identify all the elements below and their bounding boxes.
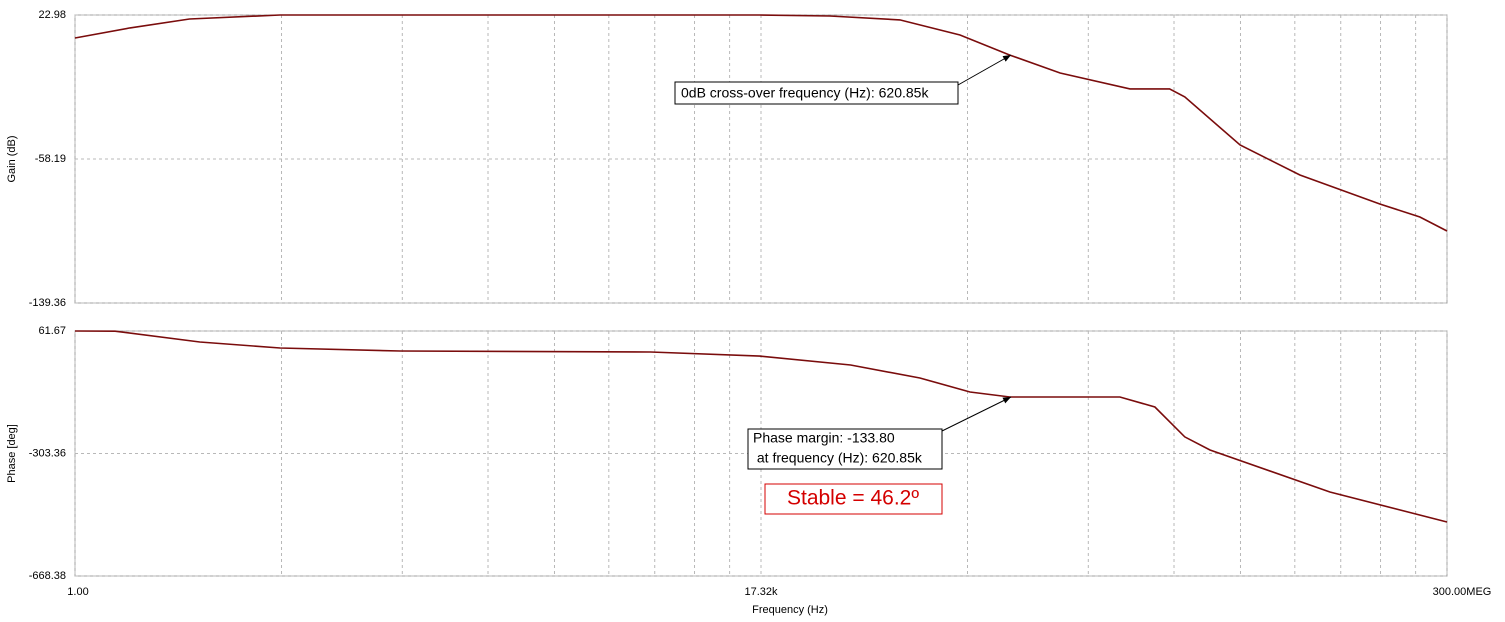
y-axis-label: Gain (dB) — [6, 135, 18, 182]
x-tick-label: 1.00 — [67, 586, 88, 598]
stability-label: Stable = 46.2º — [787, 487, 919, 510]
annotation: Phase margin: -133.80 — [753, 430, 895, 446]
y-tick-label: -58.19 — [35, 153, 66, 165]
x-tick-label: 17.32k — [744, 586, 778, 598]
annotation: at frequency (Hz): 620.85k — [753, 450, 923, 466]
annotation: 0dB cross-over frequency (Hz): 620.85k — [681, 85, 929, 101]
y-tick-label: -139.36 — [29, 297, 66, 309]
y-tick-label: -668.38 — [29, 570, 66, 582]
series-line — [74, 330, 1448, 523]
x-tick-label: 300.00MEG — [1433, 586, 1492, 598]
y-tick-label: -303.36 — [29, 447, 66, 459]
annotation-box — [674, 81, 959, 105]
annotation-box — [747, 428, 943, 470]
y-tick-label: 61.67 — [38, 325, 66, 337]
annotation-arrow — [941, 396, 1012, 432]
x-axis-label: Frequency (Hz) — [752, 604, 828, 616]
annotation-arrow — [957, 54, 1012, 86]
stability-box — [764, 483, 943, 515]
y-axis-label: Phase [deg] — [6, 424, 18, 483]
series-line — [74, 14, 1448, 232]
y-tick-label: 22.98 — [38, 9, 66, 21]
